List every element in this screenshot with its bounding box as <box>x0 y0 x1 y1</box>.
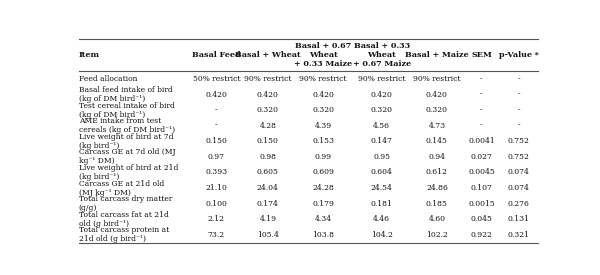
Text: -: - <box>215 122 218 130</box>
Text: 0.107: 0.107 <box>470 184 493 192</box>
Text: 0.153: 0.153 <box>312 137 334 145</box>
Text: 2.12: 2.12 <box>208 215 225 223</box>
Text: 0.609: 0.609 <box>312 169 334 177</box>
Text: 0.320: 0.320 <box>312 106 334 114</box>
Text: 4.39: 4.39 <box>314 122 332 130</box>
Text: -: - <box>518 90 520 98</box>
Text: Item: Item <box>79 51 100 59</box>
Text: 0.0015: 0.0015 <box>468 200 495 208</box>
Text: 0.420: 0.420 <box>312 90 334 98</box>
Text: 0.420: 0.420 <box>371 90 393 98</box>
Text: Basal + Maize: Basal + Maize <box>405 51 469 59</box>
Text: Total carcass protein at
21d old (g bird⁻¹): Total carcass protein at 21d old (g bird… <box>79 226 169 243</box>
Text: Basal feed intake of bird
(kg of DM bird⁻¹): Basal feed intake of bird (kg of DM bird… <box>79 86 172 103</box>
Text: 0.150: 0.150 <box>257 137 279 145</box>
Text: 0.0041: 0.0041 <box>468 137 495 145</box>
Text: 0.94: 0.94 <box>428 153 445 161</box>
Text: 104.2: 104.2 <box>371 231 393 239</box>
Text: 0.320: 0.320 <box>371 106 393 114</box>
Text: 4.34: 4.34 <box>314 215 332 223</box>
Text: 4.28: 4.28 <box>259 122 277 130</box>
Text: 105.4: 105.4 <box>257 231 279 239</box>
Text: 0.99: 0.99 <box>314 153 332 161</box>
Text: 0.174: 0.174 <box>257 200 279 208</box>
Text: 0.131: 0.131 <box>508 215 530 223</box>
Text: 0.0045: 0.0045 <box>468 169 495 177</box>
Text: 0.150: 0.150 <box>205 137 227 145</box>
Text: 0.420: 0.420 <box>205 90 227 98</box>
Text: Basal + Wheat: Basal + Wheat <box>235 51 301 59</box>
Text: 0.027: 0.027 <box>470 153 493 161</box>
Text: 0.320: 0.320 <box>257 106 279 114</box>
Text: 4.46: 4.46 <box>373 215 390 223</box>
Text: Total carcass fat at 21d
old (g bird⁻¹): Total carcass fat at 21d old (g bird⁻¹) <box>79 211 169 228</box>
Text: 73.2: 73.2 <box>208 231 225 239</box>
Text: 90% restrict: 90% restrict <box>413 75 461 83</box>
Text: 50% restrict: 50% restrict <box>193 75 240 83</box>
Text: 0.145: 0.145 <box>426 137 448 145</box>
Text: 0.97: 0.97 <box>208 153 225 161</box>
Text: 4.19: 4.19 <box>259 215 277 223</box>
Text: -: - <box>480 106 483 114</box>
Text: 24.04: 24.04 <box>257 184 279 192</box>
Text: 0.147: 0.147 <box>371 137 393 145</box>
Text: 4.60: 4.60 <box>428 215 445 223</box>
Text: 0.604: 0.604 <box>371 169 393 177</box>
Text: 4.73: 4.73 <box>428 122 445 130</box>
Text: -: - <box>480 122 483 130</box>
Text: AME intake from test
cereals (kg of DM bird⁻¹): AME intake from test cereals (kg of DM b… <box>79 117 175 134</box>
Text: 24.54: 24.54 <box>371 184 393 192</box>
Text: 0.98: 0.98 <box>259 153 277 161</box>
Text: Basal + 0.67
Wheat
+ 0.33 Maize: Basal + 0.67 Wheat + 0.33 Maize <box>294 42 352 68</box>
Text: Basal Feed: Basal Feed <box>192 51 241 59</box>
Text: 0.321: 0.321 <box>508 231 530 239</box>
Text: 4.56: 4.56 <box>373 122 390 130</box>
Text: 0.752: 0.752 <box>508 153 530 161</box>
Text: Live weight of bird at 21d
(kg bird⁻¹): Live weight of bird at 21d (kg bird⁻¹) <box>79 164 178 181</box>
Text: Carcass GE at 21d old
(MJ kg⁻¹ DM): Carcass GE at 21d old (MJ kg⁻¹ DM) <box>79 180 164 197</box>
Text: 0.045: 0.045 <box>470 215 493 223</box>
Text: Live weight of bird at 7d
(kg bird⁻¹): Live weight of bird at 7d (kg bird⁻¹) <box>79 133 173 150</box>
Text: 90% restrict: 90% restrict <box>244 75 292 83</box>
Text: -: - <box>480 75 483 83</box>
Text: 0.320: 0.320 <box>426 106 448 114</box>
Text: 103.8: 103.8 <box>312 231 334 239</box>
Text: -: - <box>518 122 520 130</box>
Text: Feed allocation: Feed allocation <box>79 75 137 83</box>
Text: 24.86: 24.86 <box>426 184 448 192</box>
Text: -: - <box>518 75 520 83</box>
Text: Carcass GE at 7d old (MJ
kg⁻¹ DM): Carcass GE at 7d old (MJ kg⁻¹ DM) <box>79 148 175 165</box>
Text: 0.752: 0.752 <box>508 137 530 145</box>
Text: 0.420: 0.420 <box>257 90 279 98</box>
Text: 0.100: 0.100 <box>205 200 227 208</box>
Text: 0.185: 0.185 <box>426 200 448 208</box>
Text: -: - <box>480 90 483 98</box>
Text: 90% restrict: 90% restrict <box>299 75 347 83</box>
Text: Total carcass dry matter
(g/g): Total carcass dry matter (g/g) <box>79 195 172 212</box>
Text: 0.393: 0.393 <box>205 169 227 177</box>
Text: 24.28: 24.28 <box>312 184 334 192</box>
Text: 21.10: 21.10 <box>205 184 227 192</box>
Text: 0.420: 0.420 <box>426 90 448 98</box>
Text: Test cereal intake of bird
(kg of DM bird⁻¹): Test cereal intake of bird (kg of DM bir… <box>79 102 175 119</box>
Text: 0.181: 0.181 <box>371 200 393 208</box>
Text: Basal + 0.33
Wheat
+ 0.67 Maize: Basal + 0.33 Wheat + 0.67 Maize <box>353 42 411 68</box>
Text: 0.074: 0.074 <box>508 184 530 192</box>
Text: 0.605: 0.605 <box>257 169 279 177</box>
Text: -: - <box>518 106 520 114</box>
Text: -: - <box>215 106 218 114</box>
Text: 0.074: 0.074 <box>508 169 530 177</box>
Text: 0.612: 0.612 <box>426 169 448 177</box>
Text: 0.922: 0.922 <box>470 231 493 239</box>
Text: 0.95: 0.95 <box>373 153 390 161</box>
Text: SEM: SEM <box>471 51 492 59</box>
Text: 90% restrict: 90% restrict <box>358 75 406 83</box>
Text: 0.276: 0.276 <box>508 200 530 208</box>
Text: p-Value *: p-Value * <box>499 51 539 59</box>
Text: 0.179: 0.179 <box>312 200 334 208</box>
Text: 102.2: 102.2 <box>426 231 448 239</box>
